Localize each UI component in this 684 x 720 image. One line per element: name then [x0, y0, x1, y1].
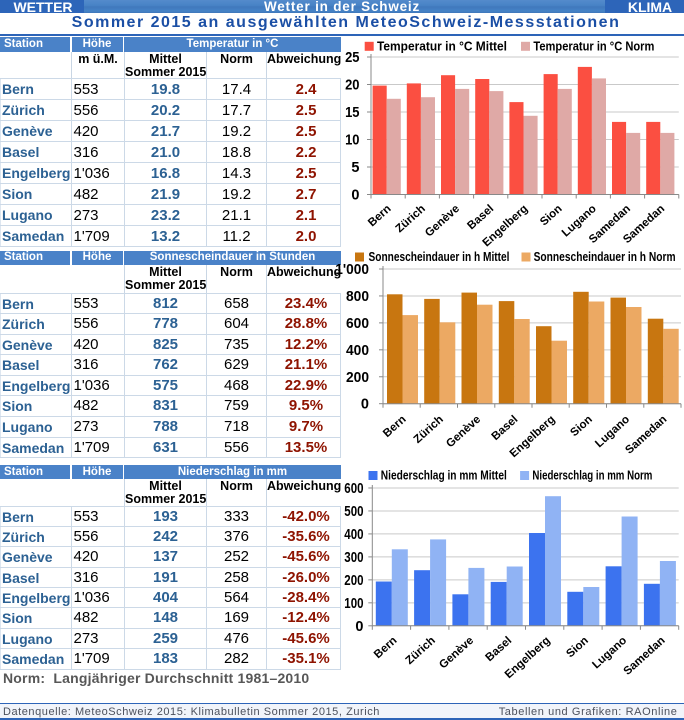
svg-text:25: 25: [345, 50, 359, 66]
svg-text:Basel: Basel: [483, 635, 514, 664]
svg-text:Niederschlag in mm Mittel: Niederschlag in mm Mittel: [381, 468, 507, 483]
svg-text:200: 200: [346, 370, 369, 386]
svg-text:0: 0: [361, 397, 369, 413]
svg-text:100: 100: [344, 596, 363, 612]
svg-text:300: 300: [344, 550, 363, 566]
svg-text:Samedan: Samedan: [623, 414, 669, 457]
svg-text:Bern: Bern: [372, 635, 400, 661]
svg-text:Sion: Sion: [538, 203, 565, 229]
svg-text:Bern: Bern: [366, 203, 394, 229]
svg-text:Sion: Sion: [564, 635, 591, 661]
svg-text:Niederschlag in mm Norm: Niederschlag in mm Norm: [532, 468, 652, 483]
svg-text:10: 10: [345, 133, 359, 149]
svg-text:5: 5: [351, 160, 359, 176]
svg-text:0: 0: [355, 619, 363, 635]
svg-text:Lugano: Lugano: [590, 635, 629, 672]
svg-text:Temperatur in °C Mittel: Temperatur in °C Mittel: [377, 39, 507, 54]
svg-text:Samedan: Samedan: [622, 635, 668, 678]
svg-text:500: 500: [344, 504, 363, 520]
svg-text:Genève: Genève: [423, 203, 462, 240]
svg-text:Zürich: Zürich: [412, 414, 446, 446]
svg-text:1'000: 1'000: [335, 262, 369, 278]
svg-text:Basel: Basel: [490, 414, 521, 443]
svg-text:Sonnescheindauer in h Mittel: Sonnescheindauer in h Mittel: [369, 249, 510, 264]
svg-text:400: 400: [344, 527, 363, 543]
svg-text:Temperatur in °C Norm: Temperatur in °C Norm: [533, 39, 654, 54]
svg-text:0: 0: [351, 188, 359, 204]
svg-text:200: 200: [344, 573, 363, 589]
svg-text:Sonnescheindauer in h Norm: Sonnescheindauer in h Norm: [534, 249, 676, 264]
svg-text:600: 600: [346, 316, 369, 332]
svg-text:Basel: Basel: [465, 203, 496, 232]
svg-text:400: 400: [346, 343, 369, 359]
svg-text:15: 15: [345, 105, 359, 121]
svg-text:Sion: Sion: [568, 414, 595, 440]
svg-text:Genève: Genève: [437, 635, 476, 672]
svg-text:Genève: Genève: [444, 414, 483, 451]
svg-text:800: 800: [346, 289, 369, 305]
svg-text:Bern: Bern: [381, 414, 409, 440]
svg-text:Zürich: Zürich: [404, 635, 438, 667]
svg-text:600: 600: [344, 481, 363, 497]
svg-text:20: 20: [345, 78, 359, 94]
